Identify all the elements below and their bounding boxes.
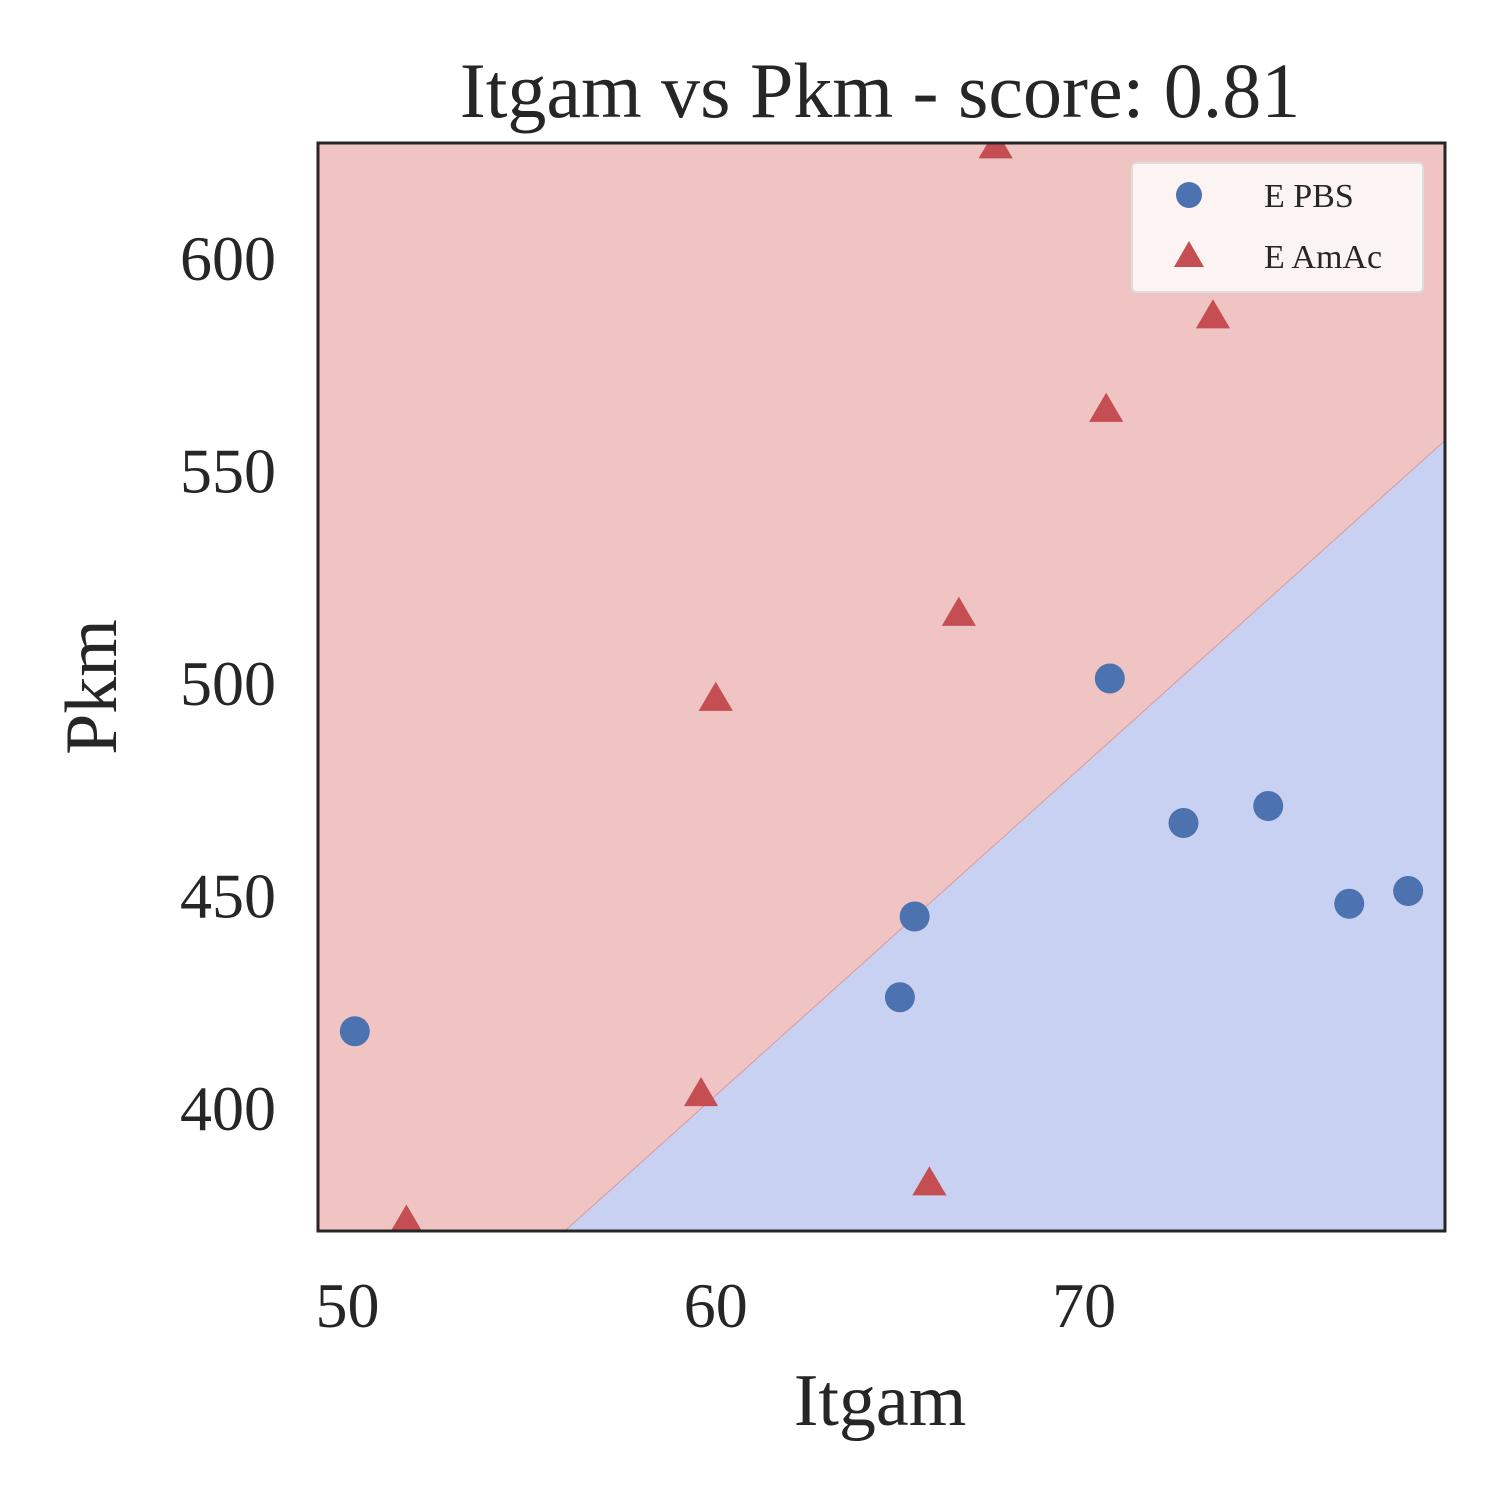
- x-tick-label: 50: [315, 1270, 379, 1341]
- y-tick-label: 400: [180, 1073, 276, 1144]
- point-e-pbs: [1393, 876, 1424, 906]
- point-e-amac: [698, 681, 733, 711]
- chart-title: Itgam vs Pkm - score: 0.81: [460, 47, 1301, 134]
- y-tick-label: 600: [180, 223, 276, 294]
- point-e-amac: [941, 596, 976, 626]
- y-axis: 400 450 500 550 600: [180, 223, 276, 1144]
- point-e-pbs: [1168, 808, 1199, 838]
- point-e-amac: [1195, 299, 1231, 329]
- point-e-amac: [1089, 392, 1124, 422]
- x-axis: 50 60 70: [315, 1270, 1116, 1341]
- point-e-pbs: [884, 982, 915, 1013]
- x-tick-label: 60: [684, 1270, 748, 1341]
- x-tick-label: 70: [1052, 1270, 1116, 1341]
- point-e-amac: [912, 1166, 947, 1196]
- legend-label-e-pbs: E PBS: [1264, 178, 1354, 215]
- plot-area: [316, 141, 1447, 1233]
- y-axis-label: Pkm: [51, 619, 133, 755]
- legend-marker-e-pbs: [1176, 182, 1202, 208]
- y-tick-label: 450: [180, 860, 276, 931]
- point-e-pbs: [1253, 791, 1284, 821]
- point-e-pbs: [1334, 888, 1365, 919]
- y-tick-label: 500: [180, 648, 276, 719]
- plot-frame: [316, 141, 1447, 1233]
- point-e-pbs: [1094, 663, 1125, 694]
- legend-label-e-amac: E AmAc: [1264, 239, 1382, 276]
- point-e-amac: [390, 1204, 422, 1231]
- x-axis-label: Itgam: [794, 1360, 967, 1442]
- point-e-pbs: [899, 901, 930, 932]
- point-e-amac: [683, 1077, 719, 1107]
- legend-marker-e-amac: [1174, 241, 1204, 267]
- point-e-pbs: [339, 1016, 370, 1047]
- y-tick-label: 550: [180, 435, 276, 506]
- point-e-amac: [978, 143, 1013, 159]
- legend: E PBS E AmAc: [1131, 162, 1424, 293]
- region-above: [318, 143, 1445, 1231]
- legend-box: [1131, 162, 1424, 293]
